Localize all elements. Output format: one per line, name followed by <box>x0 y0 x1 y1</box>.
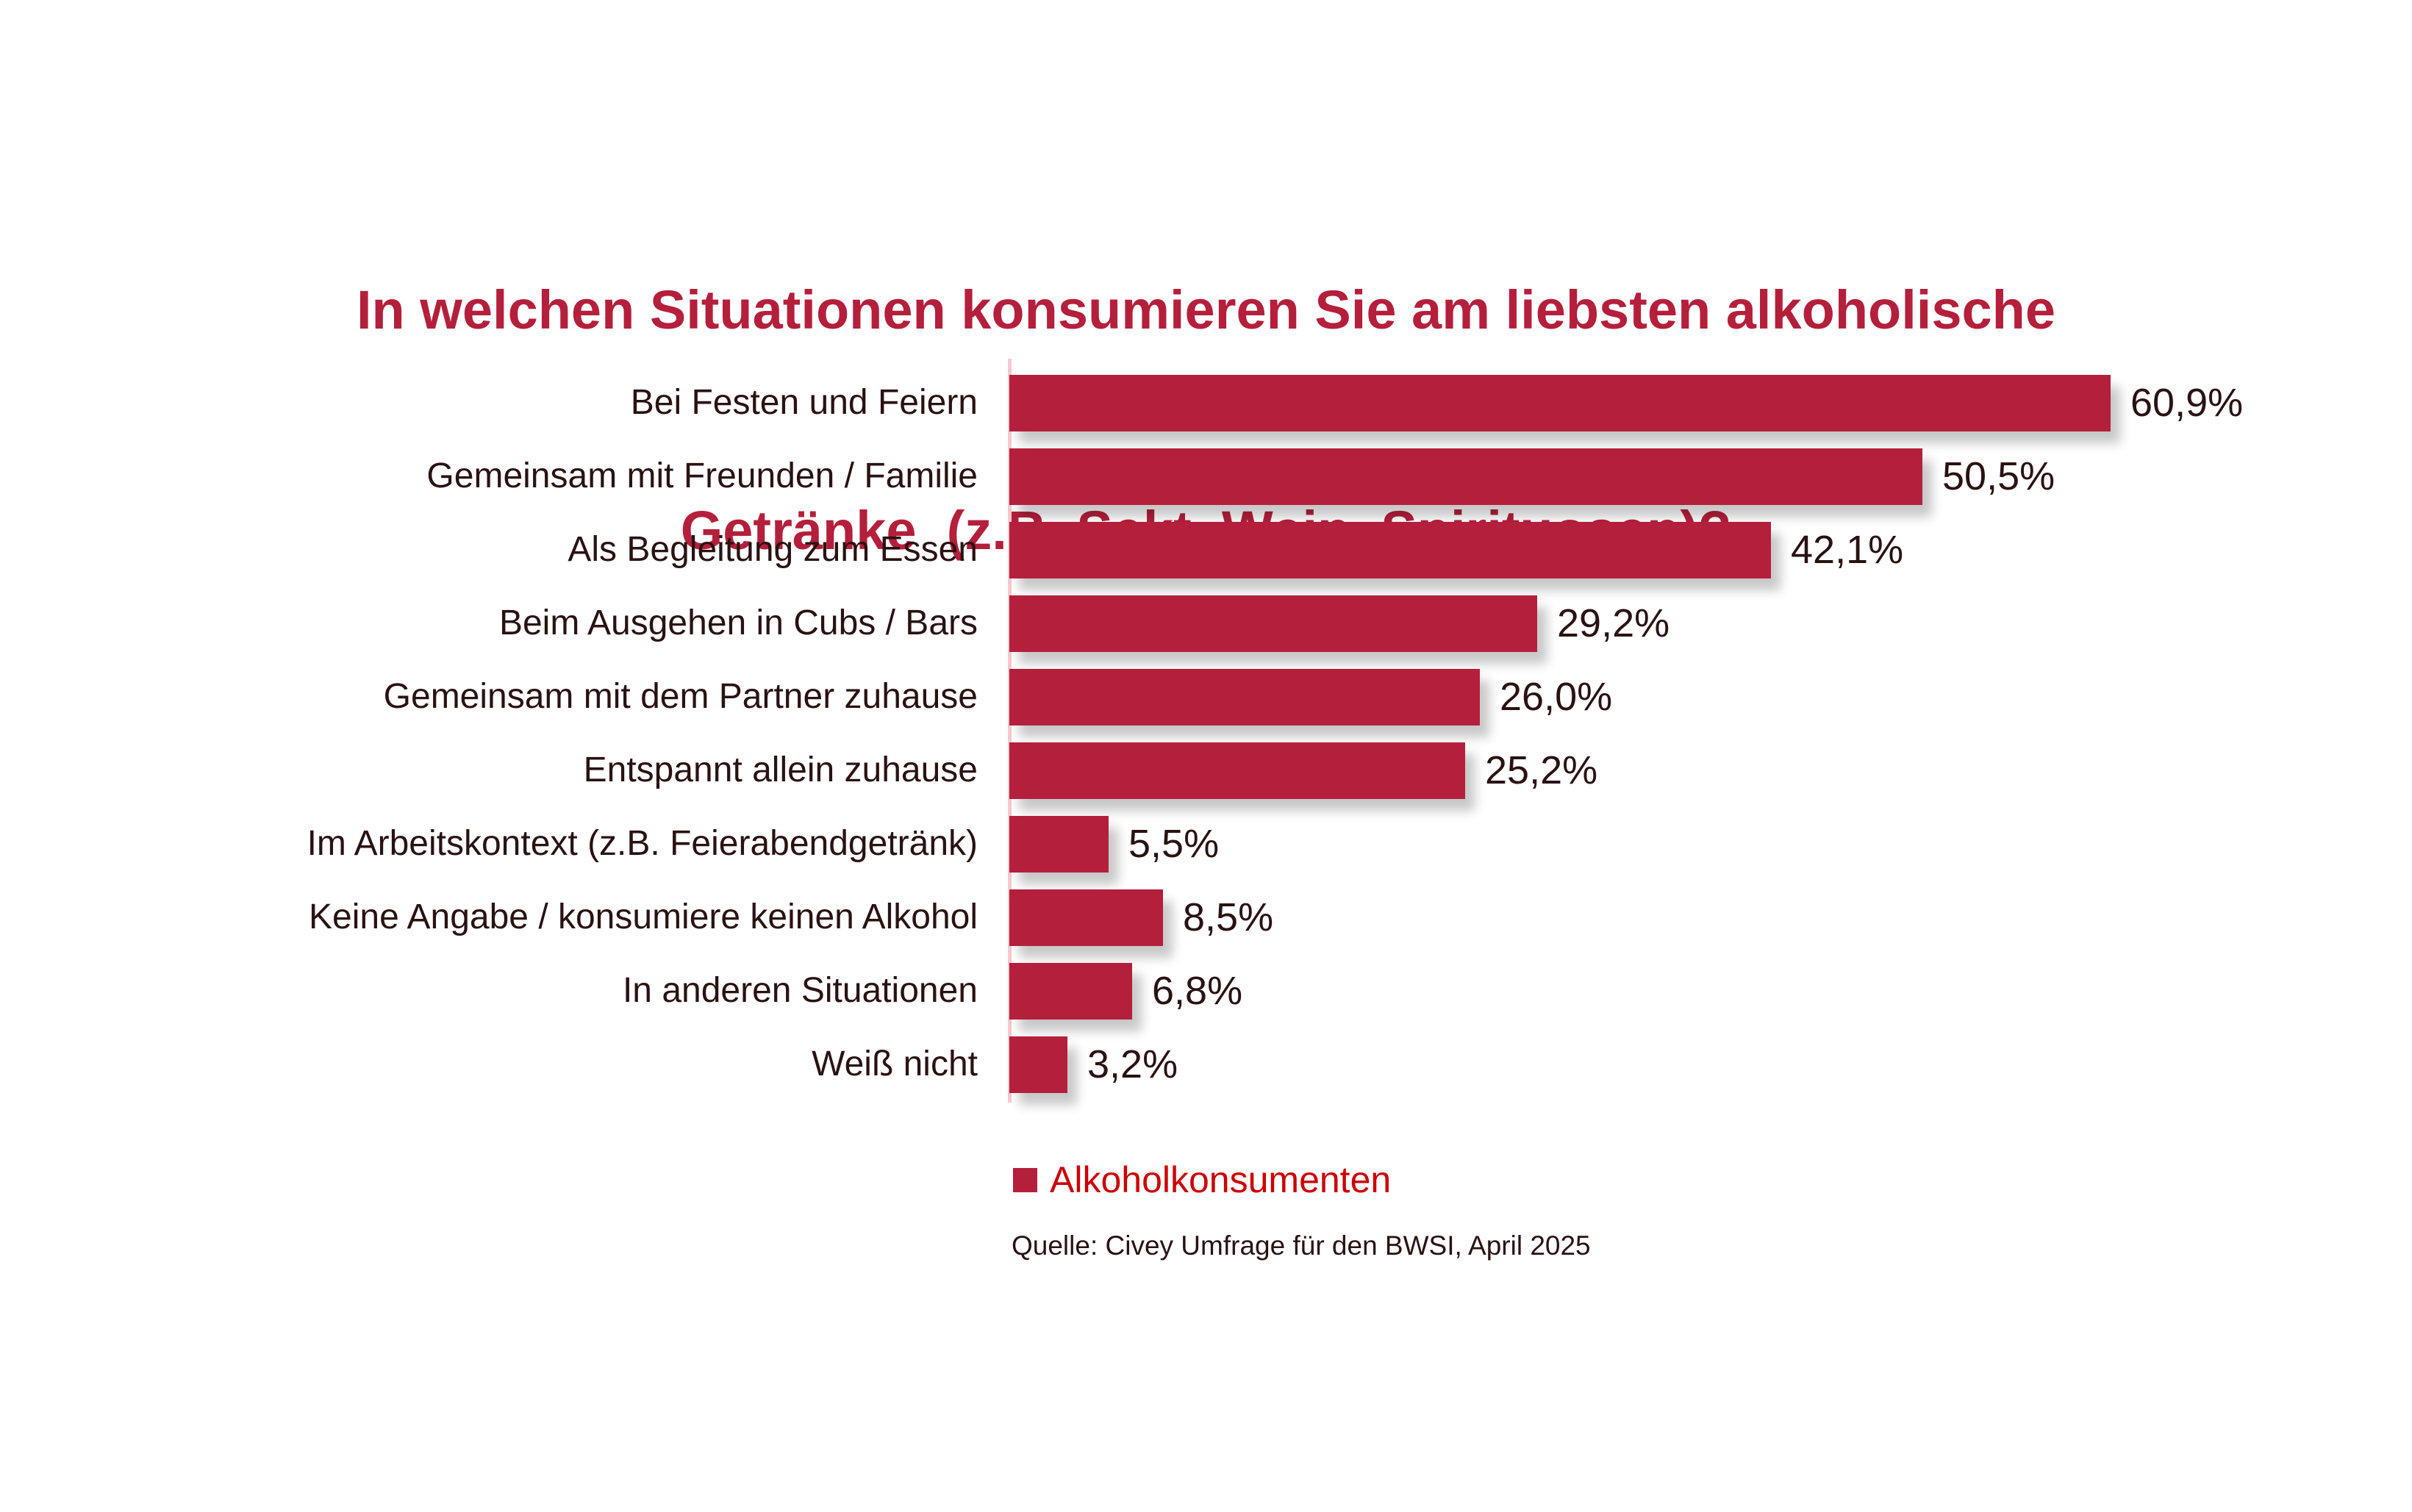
value-label: 8,5% <box>1183 895 1274 939</box>
chart-row: Beim Ausgehen in Cubs / Bars 29,2% <box>0 587 2412 660</box>
bar-zone: 29,2% <box>1009 595 2412 652</box>
legend: Alkoholkonsumenten <box>1013 1158 1391 1201</box>
chart-row: In anderen Situationen 6,8% <box>0 954 2412 1028</box>
category-label: Keine Angabe / konsumiere keinen Alkohol <box>309 897 978 936</box>
chart-row: Bei Festen und Feiern 60,9% <box>0 366 2412 440</box>
value-label: 29,2% <box>1557 601 1670 645</box>
value-label: 3,2% <box>1087 1042 1178 1086</box>
value-label: 5,5% <box>1128 822 1220 866</box>
category-label: Gemeinsam mit Freunden / Familie <box>426 456 978 495</box>
bar-zone: 5,5% <box>1009 815 2412 873</box>
bar <box>1009 742 1465 799</box>
bar <box>1009 448 1922 505</box>
bar-zone: 50,5% <box>1009 448 2412 505</box>
bar <box>1009 962 1132 1020</box>
bar <box>1009 815 1109 873</box>
category-label: Beim Ausgehen in Cubs / Bars <box>498 603 978 642</box>
chart-row: Im Arbeitskontext (z.B. Feierabendgeträn… <box>0 807 2412 881</box>
chart-row: Entspannt allein zuhause 25,2% <box>0 734 2412 807</box>
bar <box>1009 521 1771 578</box>
chart-row: Als Begleitung zum Essen 42,1% <box>0 513 2412 587</box>
bar <box>1009 889 1163 946</box>
legend-label: Alkoholkonsumenten <box>1050 1159 1392 1200</box>
bar-zone: 3,2% <box>1009 1036 2412 1093</box>
bar-zone: 25,2% <box>1009 742 2412 799</box>
value-label: 42,1% <box>1791 528 1904 572</box>
chart-row: Keine Angabe / konsumiere keinen Alkohol… <box>0 881 2412 954</box>
category-label: Im Arbeitskontext (z.B. Feierabendgeträn… <box>307 823 978 863</box>
chart-title-line1: In welchen Situationen konsumieren Sie a… <box>356 279 2056 340</box>
value-label: 60,9% <box>2130 381 2244 425</box>
bar-zone: 26,0% <box>1009 668 2412 725</box>
bar-zone: 8,5% <box>1009 889 2412 946</box>
value-label: 25,2% <box>1485 748 1598 792</box>
bar-zone: 6,8% <box>1009 962 2412 1020</box>
chart-row: Gemeinsam mit Freunden / Familie 50,5% <box>0 440 2412 513</box>
bar-chart-plot-area: Bei Festen und Feiern 60,9% Gemeinsam mit … <box>0 366 2412 1101</box>
category-label: Weiß nicht <box>812 1044 978 1083</box>
bar-zone: 60,9% <box>1009 374 2412 431</box>
category-label: Gemeinsam mit dem Partner zuhause <box>383 676 978 716</box>
value-label: 26,0% <box>1500 675 1613 719</box>
value-label: 6,8% <box>1152 969 1243 1013</box>
category-label: Entspannt allein zuhause <box>583 750 978 789</box>
bar <box>1009 595 1537 652</box>
legend-swatch <box>1013 1167 1037 1192</box>
category-label: Bei Festen und Feiern <box>630 382 978 422</box>
category-axis-line <box>1008 359 1012 1103</box>
value-label: 50,5% <box>1942 454 2055 498</box>
category-label: Als Begleitung zum Essen <box>568 529 978 569</box>
bar <box>1009 1036 1067 1093</box>
chart-row: Weiß nicht 3,2% <box>0 1028 2412 1101</box>
bar-zone: 42,1% <box>1009 521 2412 578</box>
bar <box>1009 374 2111 431</box>
bar <box>1009 668 1480 725</box>
source-note: Quelle: Civey Umfrage für den BWSI, Apri… <box>1012 1230 1591 1261</box>
category-label: In anderen Situationen <box>622 970 978 1010</box>
chart-row: Gemeinsam mit dem Partner zuhause 26,0% <box>0 660 2412 734</box>
